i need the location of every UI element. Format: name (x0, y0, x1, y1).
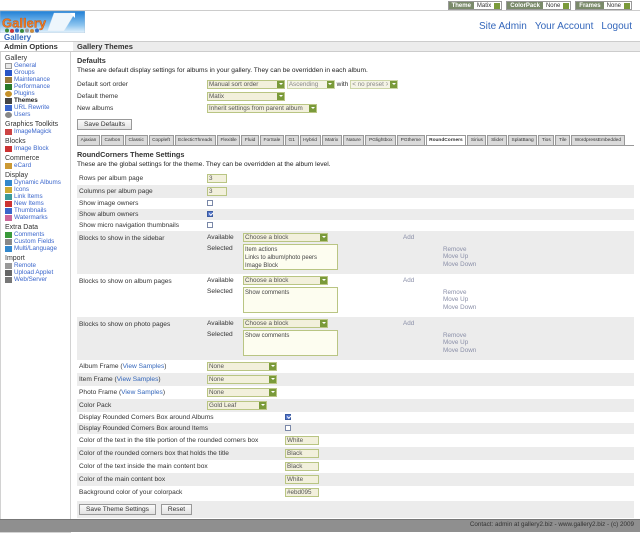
svg-text:Gallery: Gallery (2, 16, 47, 31)
